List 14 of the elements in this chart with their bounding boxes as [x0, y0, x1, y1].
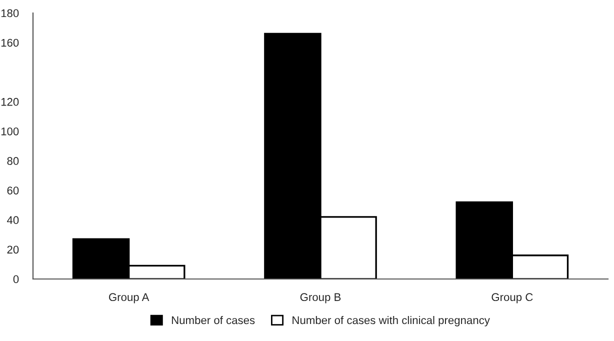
y-tick-label: 120: [1, 98, 19, 106]
y-tick-label: 100: [1, 127, 19, 136]
legend-label: Number of cases: [172, 316, 255, 324]
y-tick-label: 60: [7, 186, 19, 194]
y-tick-label: 160: [1, 38, 19, 47]
y-tick-label: 0: [13, 275, 19, 284]
x-tick-label: Group C: [492, 293, 533, 304]
x-tick-label: Group A: [109, 293, 150, 304]
x-tick-label: Group B: [300, 293, 341, 304]
y-tick-label: 80: [7, 157, 19, 165]
y-tick-label: 20: [7, 246, 19, 254]
legend-label: Number of cases with clinical pregnancy: [292, 316, 490, 326]
y-tick-label: 40: [7, 216, 19, 224]
y-tick-label: 180: [1, 9, 19, 18]
